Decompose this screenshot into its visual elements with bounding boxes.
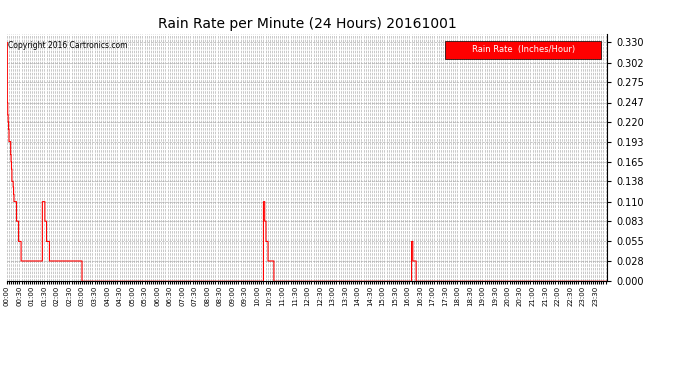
Text: Rain Rate  (Inches/Hour): Rain Rate (Inches/Hour) bbox=[471, 45, 575, 54]
Text: Copyright 2016 Cartronics.com: Copyright 2016 Cartronics.com bbox=[8, 41, 128, 50]
Title: Rain Rate per Minute (24 Hours) 20161001: Rain Rate per Minute (24 Hours) 20161001 bbox=[158, 17, 456, 31]
Bar bbox=[445, 41, 601, 58]
